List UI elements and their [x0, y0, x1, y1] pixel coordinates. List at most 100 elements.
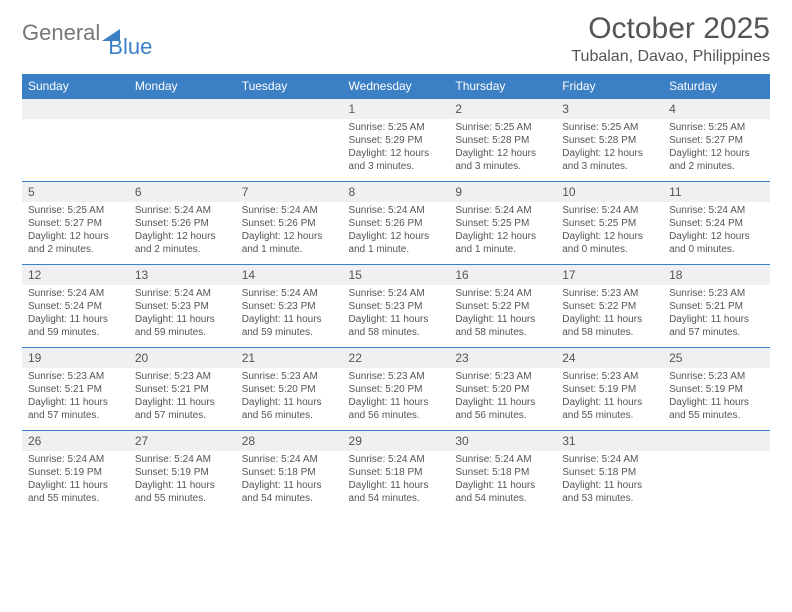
day-cell: Sunrise: 5:25 AMSunset: 5:27 PMDaylight:…	[22, 202, 129, 265]
date-cell: 24	[556, 348, 663, 369]
date-cell: 18	[663, 265, 770, 286]
date-cell: 9	[449, 182, 556, 203]
daylight-text: Daylight: 11 hours and 54 minutes.	[455, 479, 550, 505]
sunset-text: Sunset: 5:21 PM	[28, 383, 123, 396]
month-title: October 2025	[571, 12, 770, 46]
sunrise-text: Sunrise: 5:23 AM	[562, 287, 657, 300]
sunset-text: Sunset: 5:23 PM	[242, 300, 337, 313]
daylight-text: Daylight: 11 hours and 56 minutes.	[242, 396, 337, 422]
sunset-text: Sunset: 5:24 PM	[669, 217, 764, 230]
sunset-text: Sunset: 5:28 PM	[455, 134, 550, 147]
sunrise-text: Sunrise: 5:23 AM	[669, 370, 764, 383]
day-cell: Sunrise: 5:24 AMSunset: 5:22 PMDaylight:…	[449, 285, 556, 348]
date-row: 1234	[22, 99, 770, 120]
date-cell	[663, 431, 770, 452]
date-cell: 31	[556, 431, 663, 452]
sunset-text: Sunset: 5:21 PM	[669, 300, 764, 313]
brand-part1: General	[22, 20, 100, 46]
date-row: 12131415161718	[22, 265, 770, 286]
daylight-text: Daylight: 11 hours and 55 minutes.	[28, 479, 123, 505]
date-cell: 10	[556, 182, 663, 203]
sunrise-text: Sunrise: 5:25 AM	[349, 121, 444, 134]
daylight-text: Daylight: 11 hours and 55 minutes.	[669, 396, 764, 422]
day-cell: Sunrise: 5:24 AMSunset: 5:26 PMDaylight:…	[129, 202, 236, 265]
date-cell: 23	[449, 348, 556, 369]
sunrise-text: Sunrise: 5:24 AM	[28, 453, 123, 466]
day-cell: Sunrise: 5:24 AMSunset: 5:25 PMDaylight:…	[449, 202, 556, 265]
sunset-text: Sunset: 5:18 PM	[349, 466, 444, 479]
body-row: Sunrise: 5:24 AMSunset: 5:19 PMDaylight:…	[22, 451, 770, 513]
sunrise-text: Sunrise: 5:24 AM	[242, 453, 337, 466]
dayhead-wednesday: Wednesday	[343, 74, 450, 99]
location-text: Tubalan, Davao, Philippines	[571, 48, 770, 66]
dayhead-tuesday: Tuesday	[236, 74, 343, 99]
date-cell	[236, 99, 343, 120]
sunset-text: Sunset: 5:25 PM	[455, 217, 550, 230]
date-row: 19202122232425	[22, 348, 770, 369]
date-cell: 19	[22, 348, 129, 369]
sunset-text: Sunset: 5:26 PM	[349, 217, 444, 230]
day-header-row: Sunday Monday Tuesday Wednesday Thursday…	[22, 74, 770, 99]
day-cell: Sunrise: 5:25 AMSunset: 5:28 PMDaylight:…	[556, 119, 663, 182]
date-cell: 20	[129, 348, 236, 369]
day-cell: Sunrise: 5:23 AMSunset: 5:20 PMDaylight:…	[449, 368, 556, 431]
sunset-text: Sunset: 5:25 PM	[562, 217, 657, 230]
day-cell: Sunrise: 5:24 AMSunset: 5:18 PMDaylight:…	[449, 451, 556, 513]
date-cell: 16	[449, 265, 556, 286]
date-cell: 1	[343, 99, 450, 120]
date-cell	[22, 99, 129, 120]
day-cell: Sunrise: 5:24 AMSunset: 5:24 PMDaylight:…	[663, 202, 770, 265]
day-cell: Sunrise: 5:23 AMSunset: 5:20 PMDaylight:…	[343, 368, 450, 431]
daylight-text: Daylight: 12 hours and 2 minutes.	[669, 147, 764, 173]
sunset-text: Sunset: 5:18 PM	[455, 466, 550, 479]
date-cell: 17	[556, 265, 663, 286]
day-cell: Sunrise: 5:24 AMSunset: 5:19 PMDaylight:…	[22, 451, 129, 513]
sunset-text: Sunset: 5:20 PM	[349, 383, 444, 396]
date-cell: 27	[129, 431, 236, 452]
date-cell: 21	[236, 348, 343, 369]
day-cell	[129, 119, 236, 182]
sunrise-text: Sunrise: 5:25 AM	[669, 121, 764, 134]
day-cell: Sunrise: 5:23 AMSunset: 5:19 PMDaylight:…	[556, 368, 663, 431]
header: General Blue October 2025 Tubalan, Davao…	[22, 12, 770, 66]
date-row: 262728293031	[22, 431, 770, 452]
daylight-text: Daylight: 11 hours and 59 minutes.	[242, 313, 337, 339]
date-cell: 3	[556, 99, 663, 120]
date-cell: 22	[343, 348, 450, 369]
brand-logo: General Blue	[22, 12, 152, 46]
daylight-text: Daylight: 11 hours and 55 minutes.	[135, 479, 230, 505]
daylight-text: Daylight: 12 hours and 0 minutes.	[562, 230, 657, 256]
sunrise-text: Sunrise: 5:23 AM	[455, 370, 550, 383]
sunset-text: Sunset: 5:19 PM	[669, 383, 764, 396]
daylight-text: Daylight: 11 hours and 55 minutes.	[562, 396, 657, 422]
sunrise-text: Sunrise: 5:23 AM	[669, 287, 764, 300]
daylight-text: Daylight: 12 hours and 3 minutes.	[562, 147, 657, 173]
sunrise-text: Sunrise: 5:25 AM	[455, 121, 550, 134]
day-cell	[663, 451, 770, 513]
day-cell: Sunrise: 5:24 AMSunset: 5:23 PMDaylight:…	[236, 285, 343, 348]
sunset-text: Sunset: 5:26 PM	[242, 217, 337, 230]
date-cell: 28	[236, 431, 343, 452]
sunset-text: Sunset: 5:22 PM	[562, 300, 657, 313]
sunset-text: Sunset: 5:20 PM	[455, 383, 550, 396]
daylight-text: Daylight: 12 hours and 2 minutes.	[28, 230, 123, 256]
sunrise-text: Sunrise: 5:24 AM	[455, 204, 550, 217]
daylight-text: Daylight: 11 hours and 56 minutes.	[455, 396, 550, 422]
sunrise-text: Sunrise: 5:25 AM	[562, 121, 657, 134]
day-cell: Sunrise: 5:24 AMSunset: 5:24 PMDaylight:…	[22, 285, 129, 348]
date-cell: 26	[22, 431, 129, 452]
calendar-table: Sunday Monday Tuesday Wednesday Thursday…	[22, 74, 770, 513]
sunset-text: Sunset: 5:18 PM	[242, 466, 337, 479]
day-cell: Sunrise: 5:23 AMSunset: 5:21 PMDaylight:…	[663, 285, 770, 348]
daylight-text: Daylight: 11 hours and 58 minutes.	[349, 313, 444, 339]
day-cell: Sunrise: 5:23 AMSunset: 5:20 PMDaylight:…	[236, 368, 343, 431]
date-row: 567891011	[22, 182, 770, 203]
sunrise-text: Sunrise: 5:24 AM	[242, 287, 337, 300]
date-cell: 5	[22, 182, 129, 203]
brand-part2: Blue	[108, 34, 152, 60]
daylight-text: Daylight: 11 hours and 56 minutes.	[349, 396, 444, 422]
sunrise-text: Sunrise: 5:24 AM	[135, 287, 230, 300]
date-cell: 8	[343, 182, 450, 203]
day-cell: Sunrise: 5:25 AMSunset: 5:27 PMDaylight:…	[663, 119, 770, 182]
sunset-text: Sunset: 5:28 PM	[562, 134, 657, 147]
